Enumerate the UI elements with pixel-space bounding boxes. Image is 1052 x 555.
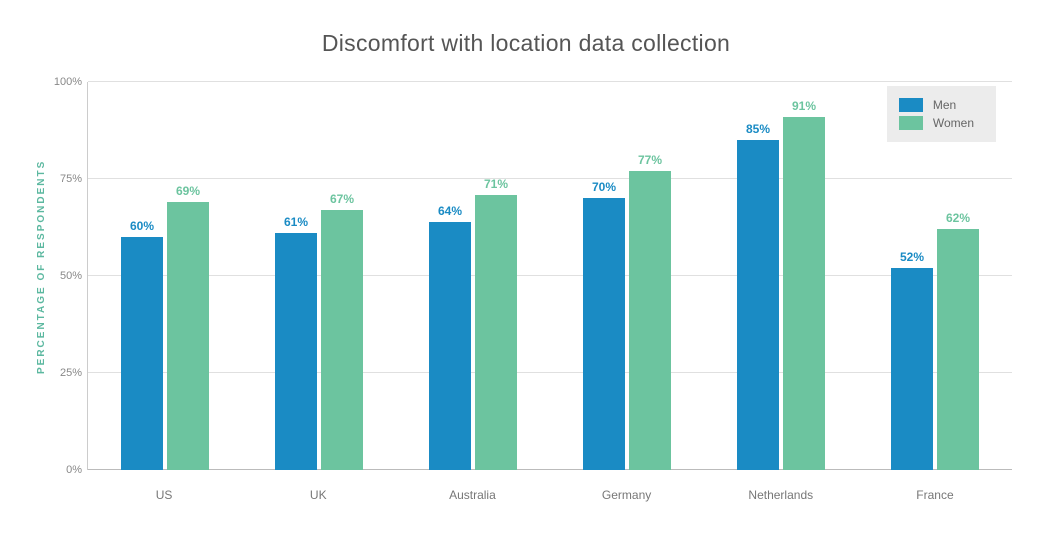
bar-value-label: 67% xyxy=(330,192,354,206)
bar-value-label: 70% xyxy=(592,180,616,194)
plot-area: Men Women 0%25%50%75%100% 60%69%61%67%64… xyxy=(87,82,1012,470)
bar-value-label: 64% xyxy=(438,204,462,218)
legend-item-men: Men xyxy=(899,96,974,114)
bar: 67% xyxy=(321,210,363,470)
bar: 64% xyxy=(429,222,471,470)
y-tick-label: 50% xyxy=(50,270,82,282)
bar: 52% xyxy=(891,268,933,470)
bar: 60% xyxy=(121,237,163,470)
x-category-label: US xyxy=(87,488,241,502)
x-axis: USUKAustraliaGermanyNetherlandsFrance xyxy=(87,470,1012,502)
legend-label-men: Men xyxy=(933,98,956,112)
legend: Men Women xyxy=(887,86,996,142)
bar-group: 85%91% xyxy=(704,82,858,470)
bar-value-label: 85% xyxy=(746,122,770,136)
bar-group: 70%77% xyxy=(550,82,704,470)
bar: 91% xyxy=(783,117,825,470)
legend-swatch-women xyxy=(899,116,923,130)
y-tick-label: 25% xyxy=(50,367,82,379)
y-tick-label: 100% xyxy=(50,76,82,88)
x-category-label: Netherlands xyxy=(704,488,858,502)
bar: 85% xyxy=(737,140,779,470)
bar-value-label: 62% xyxy=(946,211,970,225)
bar-value-label: 60% xyxy=(130,219,154,233)
bar-group: 64%71% xyxy=(396,82,550,470)
x-category-label: UK xyxy=(241,488,395,502)
chart-container: Discomfort with location data collection… xyxy=(0,0,1052,555)
bar: 71% xyxy=(475,195,517,470)
chart-body: PERCENTAGE OF RESPONDENTS Men Women 0% 25… xyxy=(30,82,1022,502)
bar-value-label: 77% xyxy=(638,153,662,167)
plot-wrap: Men Women 0%25%50%75%100% 60%69%61%67%64… xyxy=(47,82,1022,502)
chart-title: Discomfort with location data collection xyxy=(30,30,1022,57)
y-axis-label: PERCENTAGE OF RESPONDENTS xyxy=(30,82,47,452)
bar-value-label: 61% xyxy=(284,215,308,229)
bar-value-label: 71% xyxy=(484,177,508,191)
bar: 62% xyxy=(937,229,979,470)
bar: 69% xyxy=(167,202,209,470)
x-category-label: Germany xyxy=(550,488,704,502)
bar-group: 61%67% xyxy=(242,82,396,470)
legend-label-women: Women xyxy=(933,116,974,130)
bar: 61% xyxy=(275,233,317,470)
legend-swatch-men xyxy=(899,98,923,112)
x-category-label: Australia xyxy=(395,488,549,502)
x-category-label: France xyxy=(858,488,1012,502)
legend-item-women: Women xyxy=(899,114,974,132)
y-tick-label: 75% xyxy=(50,173,82,185)
bar: 70% xyxy=(583,198,625,470)
bar: 77% xyxy=(629,171,671,470)
bars-layer: 60%69%61%67%64%71%70%77%85%91%52%62% xyxy=(88,82,1012,470)
bar-value-label: 52% xyxy=(900,250,924,264)
bar-value-label: 91% xyxy=(792,99,816,113)
y-tick-label: 0% xyxy=(50,464,82,476)
bar-value-label: 69% xyxy=(176,184,200,198)
bar-group: 60%69% xyxy=(88,82,242,470)
